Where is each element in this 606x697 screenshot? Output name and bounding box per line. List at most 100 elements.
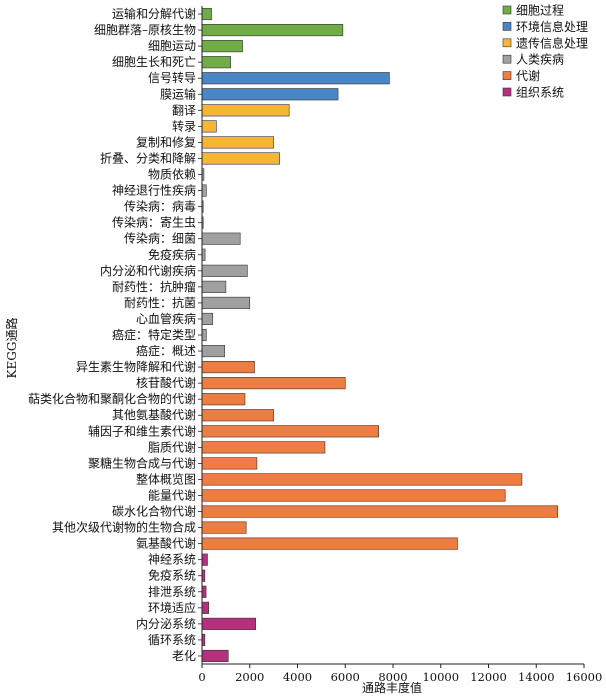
legend-swatch — [502, 71, 512, 80]
bar — [201, 473, 523, 486]
category-label: 细胞生长和死亡 — [112, 55, 196, 69]
category-label: 聚糖生物合成与代谢 — [88, 455, 196, 470]
x-tick-label: 4000 — [283, 670, 312, 684]
category-label: 老化 — [172, 649, 196, 663]
category-label: 神经系统 — [148, 553, 196, 567]
bar — [201, 40, 243, 53]
x-tick-label: 16000 — [566, 670, 603, 684]
x-tick-label: 8000 — [378, 670, 407, 684]
bar — [201, 553, 208, 566]
axes-layer: 0 2000 4000 6000 8000 10000 12000 14000 16000 — [198, 6, 602, 684]
bar — [201, 104, 290, 117]
category-label: 其他氨基酸代谢 — [112, 407, 196, 422]
bar — [201, 232, 241, 245]
category-label: 传染病：病毒 — [124, 199, 196, 214]
legend-label: 细胞过程 — [516, 3, 564, 18]
category-label: 复制和修复 — [136, 134, 196, 149]
x-tick-label: 12000 — [470, 670, 507, 684]
bar — [201, 72, 390, 85]
category-label: 内分泌和代谢疾病 — [100, 263, 196, 278]
bar — [201, 617, 257, 630]
bar — [201, 649, 229, 663]
category-label: 细胞运动 — [148, 39, 196, 53]
bar — [201, 537, 458, 550]
legend-swatch — [502, 87, 512, 97]
bar — [201, 264, 248, 277]
category-label: 耐药性：抗菌 — [124, 295, 196, 310]
category-label: 萜类化合物和聚酮化合物的代谢 — [28, 391, 196, 406]
category-label: 膜运输 — [160, 86, 196, 101]
bar — [201, 7, 212, 21]
bar — [201, 24, 344, 37]
bar — [201, 489, 506, 502]
bar — [201, 457, 258, 470]
bar — [201, 296, 251, 309]
category-label: 传染病：寄生虫 — [112, 215, 196, 230]
bar — [201, 505, 559, 518]
category-label: 翻译 — [172, 103, 196, 117]
bar — [201, 601, 209, 614]
x-tick-label: 14000 — [518, 670, 555, 684]
category-label: 辅因子和维生素代谢 — [88, 423, 196, 438]
category-label: 核苷酸代谢 — [136, 375, 196, 390]
category-label: 神经退行性疾病 — [112, 183, 196, 198]
bars-layer — [201, 7, 559, 663]
category-label: 癌症：概述 — [136, 343, 196, 358]
category-label: 转录 — [172, 118, 196, 133]
category-label: 信号转导 — [148, 70, 196, 85]
category-label: 内分泌系统 — [136, 617, 196, 631]
bar — [201, 184, 207, 197]
x-tick-label: 10000 — [422, 670, 459, 684]
category-label: 细胞群落–原核生物 — [94, 23, 196, 37]
x-tick-label: 0 — [198, 670, 205, 684]
legend-label: 代谢 — [516, 68, 540, 83]
category-label: 物质依赖 — [148, 167, 196, 182]
category-label: 耐药性：抗肿瘤 — [112, 279, 196, 294]
bar — [201, 280, 227, 293]
bar — [201, 328, 207, 342]
bar — [201, 136, 274, 149]
legend-swatch — [502, 38, 512, 48]
x-tick-label: 6000 — [331, 670, 360, 684]
x-axis-title: 通路丰度值 — [362, 680, 422, 695]
category-label: 传染病：细菌 — [124, 231, 196, 246]
category-label: 其他次级代谢物的生物合成 — [52, 520, 196, 535]
category-label: 异生素生物降解和代谢 — [76, 359, 196, 374]
legend-swatch — [502, 5, 512, 15]
bar — [201, 120, 217, 133]
category-label: 脂质代谢 — [148, 439, 196, 454]
category-label: 折叠、分类和降解 — [100, 150, 196, 165]
bar — [201, 152, 280, 165]
category-labels: 运输和分解代谢细胞群落–原核生物细胞运动细胞生长和死亡信号转导膜运输翻译转录复制… — [28, 6, 202, 663]
bar — [201, 361, 255, 374]
category-label: 碳水化合物代谢 — [112, 504, 196, 519]
bar — [201, 425, 379, 438]
bar — [201, 56, 231, 69]
bar — [201, 377, 346, 390]
category-label: 环境适应 — [148, 600, 196, 615]
legend-swatch — [502, 22, 512, 31]
category-label: 免疫疾病 — [148, 247, 196, 262]
category-label: 整体概览图 — [136, 471, 196, 486]
bar — [201, 521, 247, 534]
legend-label: 组织系统 — [516, 86, 564, 100]
bar — [201, 393, 246, 406]
category-label: 癌症：特定类型 — [112, 327, 196, 342]
legend-label: 人类疾病 — [516, 52, 564, 67]
category-label: 能量代谢 — [148, 487, 196, 502]
y-axis-title: KEGG通路 — [4, 318, 19, 379]
category-label: 氨基酸代谢 — [136, 536, 196, 551]
category-label: 循环系统 — [148, 633, 196, 647]
bar — [201, 409, 274, 422]
bar — [201, 441, 326, 454]
category-label: 心血管疾病 — [136, 311, 196, 326]
category-label: 免疫系统 — [148, 568, 196, 583]
bar — [201, 312, 214, 326]
bar — [201, 585, 207, 598]
bar — [201, 344, 225, 358]
bar — [201, 88, 339, 101]
x-tick-label: 2000 — [235, 670, 264, 684]
category-label: 排泄系统 — [148, 585, 196, 599]
